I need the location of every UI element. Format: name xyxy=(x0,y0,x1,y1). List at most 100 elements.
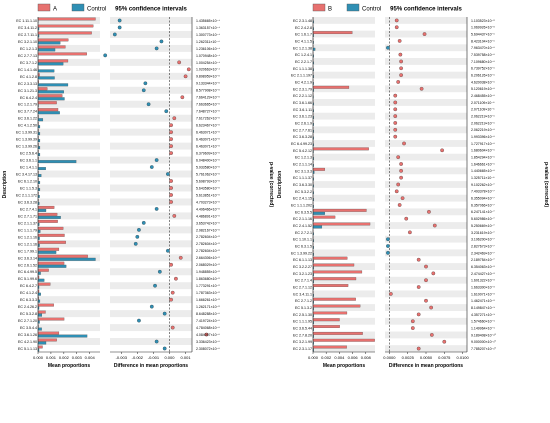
ci-point xyxy=(399,66,403,71)
ci-point xyxy=(135,234,140,239)
row-band xyxy=(313,331,375,339)
row-band xyxy=(110,17,192,24)
ci-point xyxy=(153,283,157,288)
pvalue-label: 8.423104×10⁻⁶ xyxy=(471,39,495,43)
pvalue-label: 7.648727×10⁻⁵ xyxy=(196,110,220,114)
pvalue-label: 1.574660×10⁻⁹ xyxy=(471,320,495,324)
category-label: EC 5.3.2.8 xyxy=(20,312,37,316)
row-band xyxy=(110,240,192,248)
bar-sample xyxy=(312,277,357,281)
category-label: EC 1.1.1.37 xyxy=(293,176,312,180)
ci-point xyxy=(170,325,175,330)
ci-point xyxy=(442,339,447,344)
pvalue-label: 1.103523×10⁻⁵ xyxy=(471,19,495,23)
ci-point xyxy=(170,290,175,295)
category-label: EC 1.3.99.22 xyxy=(291,251,312,255)
ci-point xyxy=(393,114,398,118)
legend: B Control xyxy=(312,3,381,13)
category-label: EC 6.4.99.5 xyxy=(18,270,37,274)
ci-point xyxy=(397,39,402,43)
pvalue-label: 2.068029×10⁻⁵ xyxy=(196,263,220,267)
bar-tick-label: 0.002 xyxy=(321,355,332,360)
pvalue-label: 9.898959×10⁻⁵ xyxy=(196,75,220,79)
pvalue-label: 8.648288×10⁻⁶ xyxy=(196,312,220,316)
category-label: EC 2.7.1.12 xyxy=(293,286,312,290)
ci-point xyxy=(424,298,428,303)
ci-point xyxy=(117,25,122,30)
row-band xyxy=(385,317,467,325)
ci-point xyxy=(174,276,178,281)
category-label: EC 1.1.1.202 xyxy=(291,204,312,208)
row-band xyxy=(385,290,467,298)
bar-sample xyxy=(37,205,55,209)
row-band xyxy=(385,140,467,147)
ci-point xyxy=(162,311,167,316)
ci-point xyxy=(410,319,415,324)
bar-control xyxy=(37,48,56,52)
ci-point xyxy=(162,346,167,351)
ci-point xyxy=(389,292,393,296)
ci-point xyxy=(393,127,398,132)
row-band xyxy=(313,235,375,243)
category-label: EC 2.5.6.4 xyxy=(20,152,37,156)
pvalue-label: 2.342469×10⁻⁷ xyxy=(471,251,495,255)
ci-point xyxy=(394,189,399,194)
bar-sample xyxy=(312,31,353,35)
ci-point xyxy=(422,32,427,36)
row-band xyxy=(38,240,100,248)
category-label: EC 1.7.99.1 xyxy=(18,249,37,253)
bar-control xyxy=(312,47,316,51)
bar-control xyxy=(37,90,64,94)
row-band xyxy=(110,184,192,192)
row-band xyxy=(38,184,100,192)
category-label: EC 3.2.1.99 xyxy=(293,340,312,344)
bar-control xyxy=(37,69,55,73)
category-label: EC 2.2.1.7 xyxy=(295,60,312,64)
category-label: EC 1.4.1.46 xyxy=(18,68,37,72)
pvalue-label: 8.577908×10⁻⁵ xyxy=(196,89,220,93)
bar-sample xyxy=(37,87,48,91)
row-band xyxy=(110,58,192,66)
ci-point xyxy=(410,326,415,330)
bar-sample xyxy=(312,338,375,342)
bar-sample xyxy=(312,256,348,260)
category-label: EC 3.6.3.28 xyxy=(18,200,37,204)
bar-sample xyxy=(312,222,371,226)
pvalue-label: 1.262171×10⁻⁵ xyxy=(196,305,220,309)
ci-point xyxy=(143,81,148,86)
bar-sample xyxy=(312,167,325,171)
row-band xyxy=(110,170,192,178)
bar-sample xyxy=(37,212,58,216)
category-label: EC 5.3.2.2 xyxy=(295,190,312,194)
ci-tick-label: 0.0000 xyxy=(383,355,396,360)
x-axis-label-bars: Mean proportions xyxy=(323,363,365,369)
row-band xyxy=(110,198,192,206)
row-band xyxy=(385,331,467,339)
pvalue-label: 8.149847×10⁻⁹ xyxy=(471,306,495,310)
row-band xyxy=(110,114,192,122)
ci-point xyxy=(398,52,403,57)
row-band xyxy=(38,338,100,346)
x-axis-label-diff: Difference in mean proportions xyxy=(389,363,463,369)
pvalue-label: 5.602986×10⁻⁷ xyxy=(471,217,495,221)
legend-label-control: Control xyxy=(87,7,106,13)
row-band xyxy=(38,128,100,136)
ci-point xyxy=(137,318,141,323)
row-band xyxy=(313,99,375,106)
bar-tick-label: 0.002 xyxy=(59,355,70,360)
category-label: EC 2.7.1.2 xyxy=(295,299,312,303)
category-label: EC 2.7.8.20 xyxy=(293,333,312,337)
ci-tick-label: 0.0050 xyxy=(420,355,433,360)
pvalue-label: 4.084097×10⁻⁶ xyxy=(196,333,220,337)
ci-point xyxy=(397,203,402,207)
category-label: EC 5.4.2.12 xyxy=(293,149,312,153)
category-label: EC 1.2.1.38 xyxy=(293,46,312,50)
bar-control xyxy=(37,160,77,164)
pvalue-label: 3.336423×10⁻⁶ xyxy=(196,340,220,344)
category-label: EC 1.3.99.26 xyxy=(16,145,37,149)
bar-sample xyxy=(37,345,43,349)
row-band xyxy=(38,226,100,234)
pvalue-label: 1.663300×10⁻⁸ xyxy=(471,285,495,289)
category-label: EC 1.10.1.1 xyxy=(293,238,312,242)
